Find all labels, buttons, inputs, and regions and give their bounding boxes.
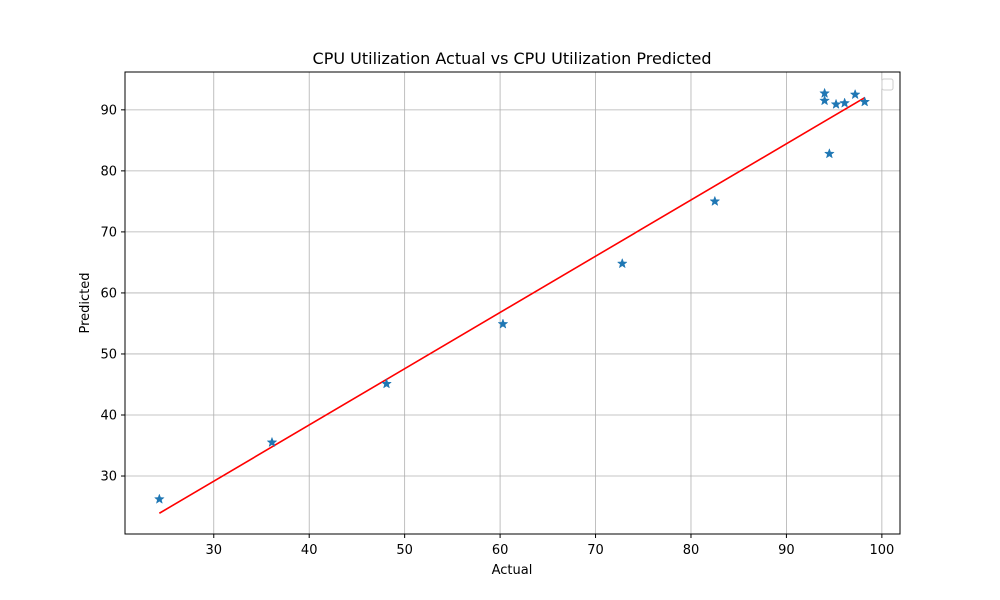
- y-tick-label: 80: [100, 164, 117, 179]
- data-point: [849, 88, 861, 100]
- x-tick-label: 30: [205, 543, 222, 558]
- data-point: [709, 195, 721, 207]
- x-tick-label: 100: [869, 543, 894, 558]
- y-tick-label: 30: [100, 470, 117, 485]
- plot-area: [124, 71, 901, 535]
- y-axis-label: Predicted: [78, 272, 93, 333]
- fit-line: [158, 96, 866, 514]
- data-point: [497, 318, 509, 329]
- scatter-points: [153, 87, 871, 504]
- legend: [881, 78, 894, 91]
- x-tick-label: 70: [587, 543, 604, 558]
- data-point: [266, 436, 278, 448]
- y-tick-label: 40: [100, 408, 117, 423]
- data-point: [616, 257, 628, 269]
- x-tick-label: 50: [396, 543, 413, 558]
- y-axis: 30 40 50 60 70 80 90: [100, 103, 125, 485]
- data-point: [819, 94, 831, 106]
- x-axis-label: Actual: [492, 563, 533, 578]
- x-tick-label: 90: [778, 543, 795, 558]
- data-point: [153, 493, 165, 504]
- x-tick-label: 80: [683, 543, 700, 558]
- data-point: [381, 378, 392, 389]
- fit-line-layer: [158, 96, 866, 514]
- y-tick-label: 50: [100, 347, 117, 362]
- data-point: [823, 148, 835, 159]
- y-tick-label: 70: [100, 225, 117, 240]
- x-tick-label: 40: [301, 543, 318, 558]
- grid: [125, 72, 900, 534]
- y-tick-label: 90: [100, 103, 117, 118]
- chart-title: CPU Utilization Actual vs CPU Utilizatio…: [313, 49, 712, 68]
- x-tick-label: 60: [492, 543, 509, 558]
- x-axis: 30 40 50 60 70 80 90 100: [205, 534, 894, 558]
- data-point: [830, 98, 842, 109]
- y-tick-label: 60: [100, 286, 117, 301]
- data-point: [839, 97, 851, 108]
- data-point: [859, 96, 871, 107]
